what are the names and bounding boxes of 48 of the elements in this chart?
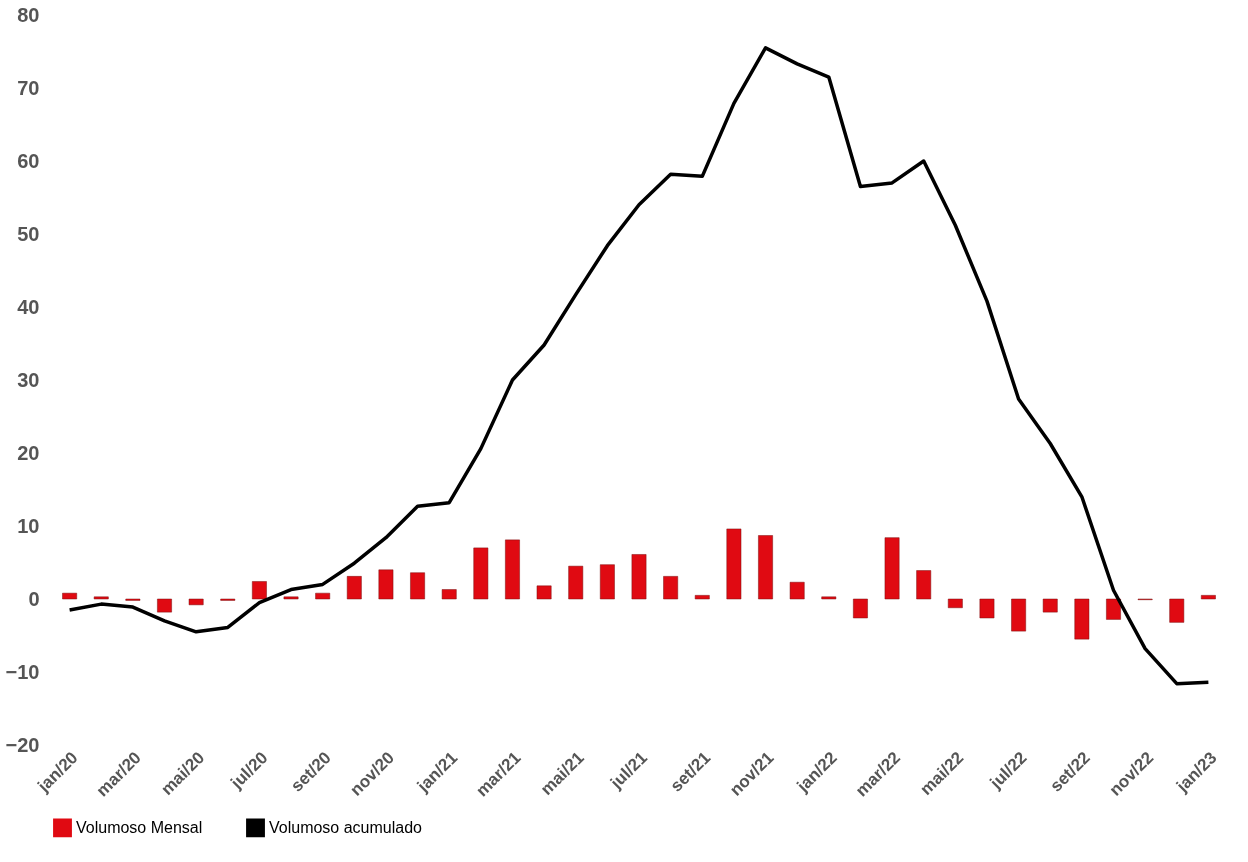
line-series	[67, 46, 1211, 686]
y-tick-label: 30	[17, 368, 40, 391]
y-tick-label: 40	[17, 295, 40, 318]
y-tick-label: 10	[17, 514, 40, 537]
y-tick-label: −10	[5, 660, 40, 683]
bar	[663, 576, 678, 600]
bar	[536, 585, 552, 600]
y-tick-label: −20	[5, 733, 40, 756]
y-tick-label: 50	[17, 222, 40, 245]
bar	[1042, 598, 1058, 613]
bar	[1074, 598, 1090, 640]
bar	[631, 554, 647, 600]
bar	[947, 598, 963, 609]
bar	[441, 589, 457, 600]
bar	[346, 576, 362, 600]
bar	[505, 539, 520, 600]
bar	[568, 565, 584, 600]
bar	[916, 570, 932, 600]
bar	[62, 592, 77, 600]
bar	[283, 596, 299, 600]
bar	[378, 569, 394, 600]
bar	[93, 596, 109, 600]
bar	[821, 596, 837, 600]
y-tick-label: 0	[28, 587, 40, 610]
bar	[1011, 598, 1026, 632]
bar	[758, 535, 773, 600]
bar	[157, 598, 172, 613]
bar	[1106, 598, 1121, 620]
bar	[1201, 595, 1216, 600]
bar	[315, 592, 331, 600]
bar	[884, 537, 900, 600]
bar	[1169, 598, 1185, 623]
y-tick-label: 20	[17, 441, 40, 464]
bar	[473, 547, 489, 600]
bar	[410, 572, 425, 600]
legend-label: Volumoso Mensal	[76, 818, 203, 836]
bar	[853, 598, 868, 619]
y-tick-label: 80	[17, 3, 40, 26]
y-tick-label: 70	[17, 76, 40, 99]
bar	[694, 595, 710, 600]
y-tick-label: 60	[17, 149, 40, 172]
bar	[979, 598, 995, 619]
bar	[600, 564, 615, 600]
bar	[726, 528, 742, 600]
bar	[252, 581, 267, 600]
bar	[188, 598, 204, 606]
bar	[789, 581, 805, 600]
legend-label: Volumoso acumulado	[269, 818, 423, 836]
